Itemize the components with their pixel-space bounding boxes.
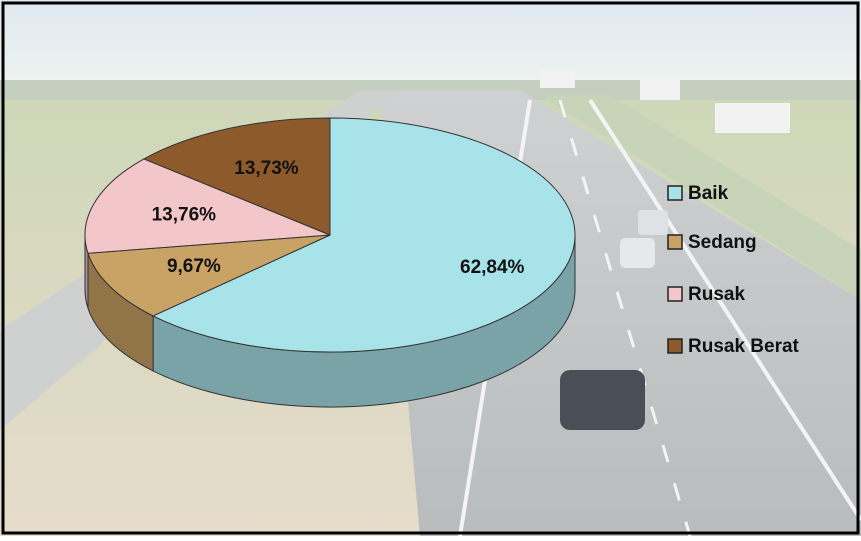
value-label: 62,84% bbox=[460, 257, 525, 278]
legend-label: Sedang bbox=[688, 232, 757, 253]
legend-swatch bbox=[668, 235, 682, 249]
legend-swatch bbox=[668, 186, 682, 200]
legend-label: Rusak bbox=[688, 284, 745, 305]
value-label: 9,67% bbox=[167, 256, 221, 277]
legend-swatch bbox=[668, 287, 682, 301]
chart: 62,84% 9,67% 13,76% 13,73% Baik Sedang Rusak R… bbox=[0, 0, 861, 536]
value-label: 13,76% bbox=[152, 204, 217, 225]
value-label: 13,73% bbox=[234, 158, 299, 179]
legend-label: Rusak Berat bbox=[688, 336, 800, 357]
legend-swatch bbox=[668, 339, 682, 353]
legend-label: Baik bbox=[688, 183, 729, 204]
pie: 62,84% 9,67% 13,76% 13,73% bbox=[85, 118, 575, 407]
